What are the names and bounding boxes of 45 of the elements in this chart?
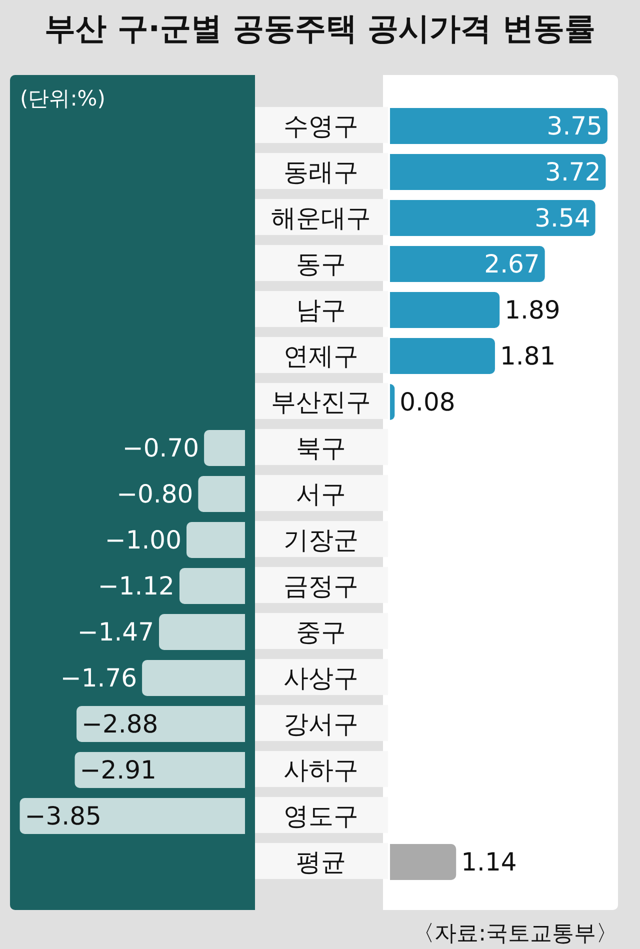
text: 부산 구·군별 공동주택 공시가격 변동률 <box>44 10 596 49</box>
y-tick-label: 동구 <box>296 250 346 278</box>
data-label: 0.08 <box>400 388 456 416</box>
data-label: −2.88 <box>82 710 158 738</box>
data-label: 1.89 <box>504 296 560 324</box>
data-label: 1.14 <box>461 848 517 876</box>
y-tick-label: 금정구 <box>284 572 358 600</box>
y-tick-label: 동래구 <box>284 158 358 186</box>
y-tick-label: 연제구 <box>284 342 358 370</box>
y-tick-label: 남구 <box>296 296 346 324</box>
y-tick-label: 서구 <box>296 480 346 508</box>
y-tick-label: 북구 <box>296 434 346 462</box>
data-label: −0.70 <box>122 434 200 462</box>
bar <box>390 200 596 236</box>
bar <box>390 844 456 880</box>
text: 〈자료:국토교통부〉 <box>412 922 618 946</box>
bar <box>390 384 395 420</box>
data-label: 3.75 <box>546 112 602 140</box>
data-label: 3.54 <box>534 204 590 232</box>
bar <box>390 338 495 374</box>
y-tick-label: 평균 <box>296 848 346 876</box>
bar <box>390 292 500 328</box>
y-tick-label: 해운대구 <box>271 204 371 232</box>
y-tick-label: 사상구 <box>284 664 358 692</box>
y-tick-label: 중구 <box>296 618 346 646</box>
bar <box>390 246 545 282</box>
y-tick-label: 부산진구 <box>271 388 371 416</box>
y-tick-label: 강서구 <box>284 710 358 738</box>
y-tick-label: 수영구 <box>284 112 358 140</box>
y-tick-label: 영도구 <box>284 802 358 830</box>
bar <box>390 108 608 144</box>
annotation: (단위:%) <box>20 86 106 110</box>
data-label: −2.91 <box>80 756 156 784</box>
data-label: −1.00 <box>104 526 182 554</box>
data-label: 2.67 <box>484 250 540 278</box>
y-tick-label: 기장군 <box>284 526 358 554</box>
data-label: −3.85 <box>24 802 102 830</box>
data-label: −1.12 <box>98 572 174 600</box>
data-label: −1.47 <box>77 618 154 646</box>
y-tick-label: 사하구 <box>284 756 358 784</box>
data-label: −1.76 <box>60 664 138 692</box>
data-label: −0.80 <box>116 480 194 508</box>
bar <box>390 154 606 190</box>
data-label: 1.81 <box>500 342 556 370</box>
data-label: 3.72 <box>545 158 601 186</box>
